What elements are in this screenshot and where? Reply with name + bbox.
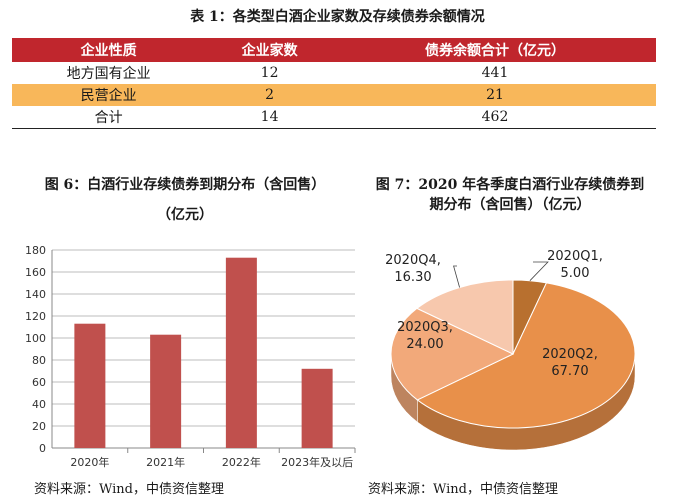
cell-count: 12 [260, 65, 279, 81]
pie-slice-value: 67.70 [551, 364, 588, 379]
cell-balance: 441 [481, 65, 509, 81]
table-header-row: 企业性质 企业家数 债券余额合计（亿元） [12, 38, 656, 62]
pie-slice [416, 282, 636, 429]
pie-slice [390, 307, 515, 401]
cell-count: 2 [205, 84, 334, 106]
table-title: 表 1：各类型白酒企业家数及存续债券余额情况 [190, 9, 485, 25]
x-tick-label: 2020年 [70, 455, 109, 469]
pie-slice-label: 2020Q4, [385, 253, 441, 268]
y-tick-label: 40 [32, 398, 46, 411]
y-tick-label: 0 [39, 442, 46, 455]
cell-count: 14 [205, 106, 334, 129]
y-tick-label: 120 [25, 310, 46, 323]
table-row: 地方国有企业 12 441 [12, 62, 656, 84]
y-tick-label: 140 [25, 288, 46, 301]
pie-chart: 2020Q1, 5.00 2020Q2, 67.70 2020Q3, 24.00 2020Q… [385, 249, 636, 451]
y-tick-label: 20 [32, 420, 46, 433]
figure6-title-line1: 图 6：白酒行业存续债券到期分布（含回售） [44, 177, 326, 193]
bar [225, 257, 257, 448]
bar [150, 334, 182, 448]
header-bond-balance: 债券余额合计（亿元） [333, 38, 656, 62]
y-tick-label: 100 [25, 332, 46, 345]
pie-slice [416, 279, 514, 355]
figure7-title-line2: 期分布（含回售）（亿元） [429, 197, 591, 213]
pie-slice-value: 16.30 [394, 270, 431, 285]
pie-slice-value: 24.00 [406, 337, 443, 352]
pie-slice-label: 2020Q2, [542, 347, 598, 362]
cell-balance: 21 [333, 84, 656, 106]
figure6-title: 图 6：白酒行业存续债券到期分布（含回售） （亿元） [20, 170, 350, 230]
cell-type: 合计 [12, 106, 206, 129]
figure6-source: 资料来源：Wind，中债资信整理 [34, 482, 224, 497]
y-tick-label: 180 [25, 244, 46, 257]
x-tick-label: 2021年 [146, 455, 185, 469]
figure7-title: 图 7：2020 年各季度白酒行业存续债券到 期分布（含回售）（亿元） [360, 170, 660, 215]
cell-balance: 462 [333, 106, 656, 129]
y-tick-label: 60 [32, 376, 46, 389]
figure7-source: 资料来源：Wind，中债资信整理 [368, 482, 558, 497]
figure6-title-line2: （亿元） [157, 207, 213, 223]
header-enterprise-count: 企业家数 [205, 38, 334, 62]
figure7-title-line1: 图 7：2020 年各季度白酒行业存续债券到 [375, 177, 645, 193]
bond-balance-table: 企业性质 企业家数 债券余额合计（亿元） 地方国有企业 12 441 民营企业 … [12, 38, 656, 129]
y-tick-label: 160 [25, 266, 46, 279]
y-tick-label: 80 [32, 354, 46, 367]
header-enterprise-type: 企业性质 [12, 38, 206, 62]
pie-slice-value: 5.00 [561, 266, 590, 281]
cell-type: 地方国有企业 [66, 66, 151, 82]
bar [301, 368, 333, 448]
bar-chart: 0 20 40 60 80 100 120 140 160 180 2020年 2021年 2022年 2… [25, 244, 356, 469]
cell-type: 民营企业 [12, 84, 206, 106]
pie-slice-label: 2020Q3, [397, 320, 453, 335]
table-row: 合计 14 462 [12, 106, 656, 129]
table-row: 民营企业 2 21 [12, 84, 656, 106]
x-tick-label: 2022年 [222, 455, 261, 469]
x-tick-label: 2023年及以后 [281, 455, 353, 469]
pie-leader-line [529, 261, 549, 281]
bar [74, 323, 106, 448]
pie-slice-label: 2020Q1, [547, 249, 603, 264]
pie-leader-line [453, 265, 460, 288]
